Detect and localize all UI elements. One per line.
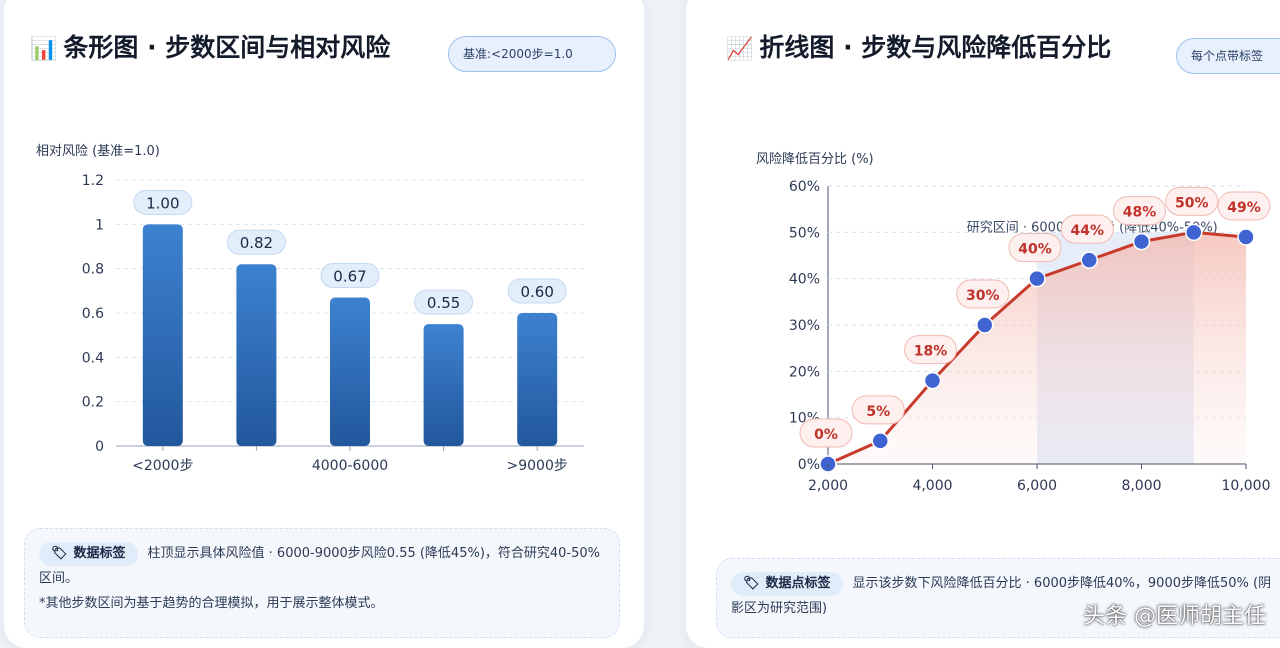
line-point bbox=[1080, 251, 1098, 269]
label-icon: 🏷 bbox=[743, 576, 760, 591]
bar bbox=[423, 324, 464, 446]
point-value-label: 48% bbox=[1123, 205, 1157, 221]
point-value-label: 30% bbox=[966, 288, 1000, 304]
tag-icon: 🏷 bbox=[51, 546, 68, 561]
line-point bbox=[923, 371, 942, 390]
bar-y-tick-label: 0 bbox=[95, 439, 104, 455]
bar-value-label: 1.00 bbox=[146, 194, 179, 212]
bar bbox=[236, 264, 277, 446]
bar-x-tick-label: >9000步 bbox=[507, 458, 568, 474]
bar-x-tick-label: 4000-6000 bbox=[312, 458, 388, 474]
point-label-badge bbox=[799, 418, 853, 448]
bar-y-tick-label: 0.6 bbox=[82, 306, 104, 322]
bar bbox=[330, 297, 370, 446]
line-y-tick-label: 60% bbox=[789, 179, 820, 195]
bar-value-label: 0.67 bbox=[333, 267, 366, 285]
point-label-badge bbox=[1060, 214, 1114, 244]
bar-value-badge bbox=[320, 262, 380, 288]
point-label-badge bbox=[1217, 191, 1271, 221]
line-chart-note: 🏷 数据点标签 显示该步数下风险降低百分比 · 6000步降低40%，9000步降低… bbox=[716, 558, 1280, 638]
line-y-tick-label: 0% bbox=[798, 457, 820, 473]
point-value-label: 40% bbox=[1018, 242, 1052, 258]
bar-y-tick-label: 1 bbox=[95, 217, 104, 233]
line-x-tick-label: 4,000 bbox=[912, 478, 952, 494]
point-value-label: 49% bbox=[1227, 200, 1261, 216]
watermark: 头条 @医师胡主任 bbox=[1083, 604, 1266, 629]
point-label-badge bbox=[1113, 196, 1166, 226]
point-label-badge bbox=[1165, 186, 1219, 216]
line-chart-y-title: 风险降低百分比 (%) bbox=[756, 152, 874, 167]
bar-chart-note-line2: *其他步数区间为基于趋势的合理模拟，用于展示整体模式。 bbox=[39, 596, 384, 611]
point-label-badge bbox=[851, 395, 905, 425]
data-label-pill: 🏷 数据标签 bbox=[39, 542, 138, 566]
bar-chart-plot: 0 0.2 0.4 0.6 0.8 1 1.2 1.00 <2000步 0.82 0.67 4000-… bbox=[82, 173, 584, 474]
line-point bbox=[1185, 223, 1203, 242]
line-point bbox=[1028, 269, 1046, 288]
point-value-label: 18% bbox=[914, 344, 948, 360]
point-label-badge: 每个点带标签 bbox=[1176, 38, 1280, 74]
line-x-tick-label: 10,000 bbox=[1222, 478, 1271, 494]
bar bbox=[517, 313, 558, 446]
line-y-tick-label: 50% bbox=[789, 225, 820, 241]
bar-x-tick-label: <2000步 bbox=[132, 458, 193, 474]
line-chart-title: 📈 折线图 · 步数与风险降低百分比 bbox=[726, 28, 1156, 70]
bar-chart-title-text: 条形图 · 步数区间与相对风险 bbox=[63, 33, 391, 62]
bar bbox=[142, 224, 183, 446]
data-point-label-pill: 🏷 数据点标签 bbox=[731, 572, 843, 596]
bar-chart-note: 🏷 数据标签 柱顶显示具体风险值 · 6000-9000步风险0.55 (降低45%… bbox=[24, 528, 620, 638]
line-chart-card: 📈 折线图 · 步数与风险降低百分比 每个点带标签 风险降低百分比 (%) 0% 1… bbox=[686, 0, 1280, 648]
data-label-pill-text: 数据标签 bbox=[73, 546, 126, 561]
line-point bbox=[871, 432, 889, 450]
point-label-badge bbox=[1008, 233, 1062, 263]
line-point bbox=[976, 316, 994, 334]
bar-value-badge bbox=[226, 229, 286, 255]
bar-y-tick-label: 0.8 bbox=[82, 262, 104, 278]
line-x-tick-label: 6,000 bbox=[1017, 478, 1057, 494]
bar-chart-note-line1: 柱顶显示具体风险值 · 6000-9000步风险0.55 (降低45%)，符合研… bbox=[39, 546, 601, 586]
line-x-tick-label: 2,000 bbox=[808, 478, 848, 494]
line-point bbox=[1237, 228, 1255, 246]
data-point-label-pill-text: 数据点标签 bbox=[765, 576, 831, 591]
bar-value-badge bbox=[133, 189, 193, 215]
line-point bbox=[1132, 232, 1151, 251]
bar-y-tick-label: 1.2 bbox=[82, 173, 104, 189]
line-area-fill bbox=[828, 232, 1246, 464]
bar-value-label: 0.55 bbox=[427, 294, 460, 312]
point-label-badge bbox=[904, 335, 957, 365]
line-chart-icon: 📈 bbox=[726, 37, 754, 62]
line-chart-note-text: 显示该步数下风险降低百分比 · 6000步降低40%，9000步降低50% (阴… bbox=[731, 576, 1272, 616]
line-chart-plot: 0%10%20%30%40%50%60%研究区间 · 6000-9000步 (降… bbox=[789, 179, 1271, 494]
bar-chart-card: 📊 条形图 · 步数区间与相对风险 基准:<2000步=1.0 相对风险 (基准=… bbox=[4, 0, 644, 648]
line-y-tick-label: 20% bbox=[789, 364, 820, 380]
bar-y-tick-label: 0.4 bbox=[82, 350, 104, 366]
line-x-tick-label: 8,000 bbox=[1121, 478, 1161, 494]
line-chart-title-text: 折线图 · 步数与风险降低百分比 bbox=[759, 33, 1112, 62]
point-label-badge bbox=[956, 279, 1010, 309]
bar-value-badge bbox=[414, 289, 474, 315]
bar-chart-icon: 📊 bbox=[30, 37, 58, 62]
bar-chart-y-title: 相对风险 (基准=1.0) bbox=[36, 144, 160, 159]
point-value-label: 0% bbox=[814, 427, 838, 443]
point-value-label: 44% bbox=[1070, 223, 1104, 239]
bar-chart-title: 📊 条形图 · 步数区间与相对风险 bbox=[30, 28, 450, 70]
baseline-badge: 基准:<2000步=1.0 bbox=[448, 36, 616, 72]
point-value-label: 5% bbox=[866, 404, 890, 420]
line-y-tick-label: 40% bbox=[789, 272, 820, 288]
bar-value-badge bbox=[507, 278, 567, 304]
bar-value-label: 0.82 bbox=[240, 234, 273, 252]
point-value-label: 50% bbox=[1175, 195, 1209, 211]
line-y-tick-label: 30% bbox=[789, 318, 820, 334]
bar-y-tick-label: 0.2 bbox=[82, 395, 104, 411]
bar-value-label: 0.60 bbox=[520, 283, 553, 301]
